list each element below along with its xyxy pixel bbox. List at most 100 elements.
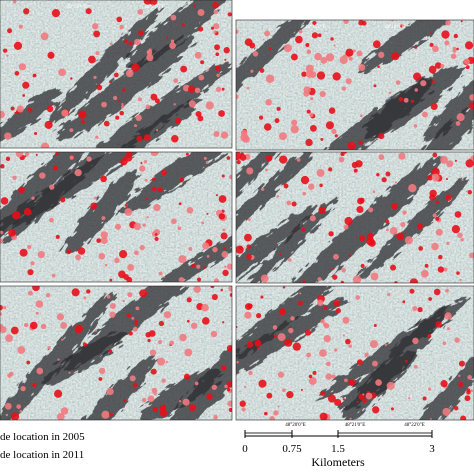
landslide-patch	[206, 255, 210, 258]
landslide-patch	[263, 123, 272, 131]
landslide-patch	[469, 389, 473, 393]
landslide-patch	[173, 103, 176, 106]
landslide-patch	[433, 288, 441, 296]
landslide-patch	[179, 333, 187, 342]
landslide-patch	[290, 316, 295, 321]
landslide-patch	[27, 244, 32, 250]
ridge	[236, 152, 298, 247]
landslide-patch	[124, 204, 128, 207]
landslide-patch	[220, 131, 229, 139]
landslide-patch	[398, 97, 404, 102]
landslide-patch	[259, 68, 265, 73]
landslide-patch	[288, 258, 292, 262]
landslide-patch	[323, 334, 331, 343]
landslide-patch	[146, 216, 149, 219]
landslide-patch	[32, 382, 37, 388]
landslide-patch	[213, 278, 220, 282]
landslide-patch	[252, 51, 259, 57]
panel-content	[236, 20, 474, 150]
landslide-patch	[29, 321, 38, 330]
landslide-patch	[365, 392, 373, 400]
landslide-patch	[131, 316, 135, 320]
landslide-patch	[5, 156, 11, 162]
landslide-patch	[161, 378, 166, 383]
landslide-patch	[351, 161, 358, 169]
landslide-patch	[302, 191, 307, 196]
landslide-patch	[283, 44, 292, 53]
landslide-patch	[341, 267, 346, 273]
landslide-patch	[264, 411, 268, 416]
landslide-patch	[369, 339, 378, 349]
landslide-patch	[202, 317, 210, 325]
landslide-patch	[56, 313, 64, 321]
landslide-patch	[201, 221, 205, 225]
landslide-patch	[86, 289, 91, 294]
landslide-patch	[333, 253, 339, 260]
landslide-patch	[308, 183, 315, 190]
landslide-patch	[372, 40, 381, 49]
ridge	[358, 20, 474, 74]
landslide-patch	[378, 154, 385, 161]
landslide-patch	[403, 97, 409, 103]
landslide-patch	[464, 41, 474, 50]
landslide-patch	[430, 31, 433, 34]
landslide-patch	[319, 90, 326, 98]
landslide-patch	[286, 200, 292, 206]
landslide-patch	[458, 374, 461, 377]
landslide-patch	[348, 379, 356, 386]
ridge	[358, 176, 469, 280]
landslide-patch	[121, 102, 124, 106]
landslide-patch	[68, 371, 71, 374]
landslide-patch	[169, 340, 174, 346]
landslide-patch	[100, 231, 108, 239]
landslide-patch	[149, 349, 157, 356]
landslide-patch	[291, 201, 297, 207]
landslide-patch	[290, 125, 299, 134]
landslide-patch	[166, 36, 169, 39]
landslide-patch	[274, 118, 280, 124]
landslide-patch	[325, 121, 335, 130]
landslide-patch	[48, 217, 54, 223]
landslide-patch	[61, 338, 64, 341]
landslide-patch	[109, 42, 113, 46]
landslide-patch	[265, 168, 268, 172]
ridge	[388, 340, 474, 420]
landslide-patch	[134, 319, 138, 323]
panel-content	[0, 0, 232, 148]
landslide-patch	[198, 74, 205, 81]
landslide-patch	[56, 412, 65, 420]
landslide-patch	[243, 385, 247, 389]
landslide-patch	[428, 297, 433, 301]
landslide-patch	[277, 371, 285, 378]
landslide-patch	[282, 286, 286, 289]
landslide-patch	[432, 152, 438, 158]
landslide-patch	[451, 224, 461, 234]
landslide-patch	[113, 72, 119, 78]
landslide-patch	[178, 400, 182, 403]
landslide-patch	[421, 111, 428, 118]
landslide-patch	[265, 99, 272, 106]
landslide-patch	[221, 174, 225, 178]
landslide-patch	[152, 177, 156, 181]
landslide-patch	[438, 254, 443, 260]
landslide-patch	[229, 293, 232, 297]
landslide-patch	[196, 277, 202, 282]
landslide-patch	[300, 388, 303, 391]
landslide-patch	[156, 357, 166, 366]
landslide-patch	[370, 272, 379, 281]
landslide-patch	[435, 228, 443, 236]
landslide-patch	[333, 299, 340, 307]
landslide-patch	[258, 379, 267, 388]
landslide-patch	[12, 175, 17, 181]
panel-border	[235, 151, 474, 284]
landslide-patch	[123, 398, 127, 403]
landslide-patch	[227, 12, 232, 17]
landslide-patch	[223, 246, 226, 250]
landslide-patch	[292, 342, 301, 351]
landslide-patch	[410, 99, 415, 103]
landslide-patch	[373, 84, 377, 88]
landslide-patch	[345, 338, 351, 345]
landslide-patch	[431, 173, 440, 182]
landslide-patch	[203, 156, 207, 160]
landslide-patch	[269, 416, 275, 420]
